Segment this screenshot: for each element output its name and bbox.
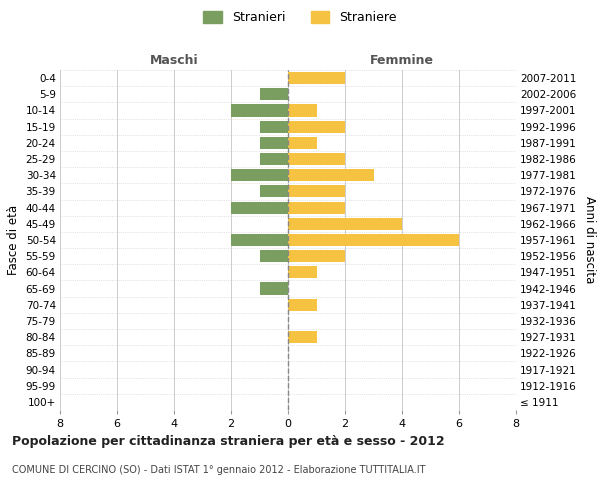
Text: Femmine: Femmine (370, 54, 434, 67)
Bar (260, 282, 288, 294)
Bar (288, 250, 345, 262)
Bar (231, 169, 288, 181)
Bar (260, 137, 288, 149)
Bar (288, 218, 402, 230)
Bar (231, 104, 288, 117)
Bar (260, 88, 288, 101)
Bar (288, 298, 317, 311)
Bar (288, 169, 373, 181)
Bar (288, 72, 345, 84)
Bar (231, 202, 288, 213)
Bar (260, 186, 288, 198)
Legend: Stranieri, Straniere: Stranieri, Straniere (198, 6, 402, 29)
Bar (288, 234, 459, 246)
Text: COMUNE DI CERCINO (SO) - Dati ISTAT 1° gennaio 2012 - Elaborazione TUTTITALIA.IT: COMUNE DI CERCINO (SO) - Dati ISTAT 1° g… (12, 465, 425, 475)
Bar (260, 153, 288, 165)
Bar (260, 250, 288, 262)
Text: Popolazione per cittadinanza straniera per età e sesso - 2012: Popolazione per cittadinanza straniera p… (12, 435, 445, 448)
Bar (288, 120, 345, 132)
Bar (288, 153, 345, 165)
Bar (288, 186, 345, 198)
Y-axis label: Fasce di età: Fasce di età (7, 205, 20, 275)
Bar (288, 202, 345, 213)
Bar (260, 120, 288, 132)
Bar (288, 104, 317, 117)
Bar (288, 266, 317, 278)
Bar (288, 331, 317, 343)
Y-axis label: Anni di nascita: Anni di nascita (583, 196, 596, 284)
Text: Maschi: Maschi (149, 54, 199, 67)
Bar (288, 137, 317, 149)
Bar (231, 234, 288, 246)
